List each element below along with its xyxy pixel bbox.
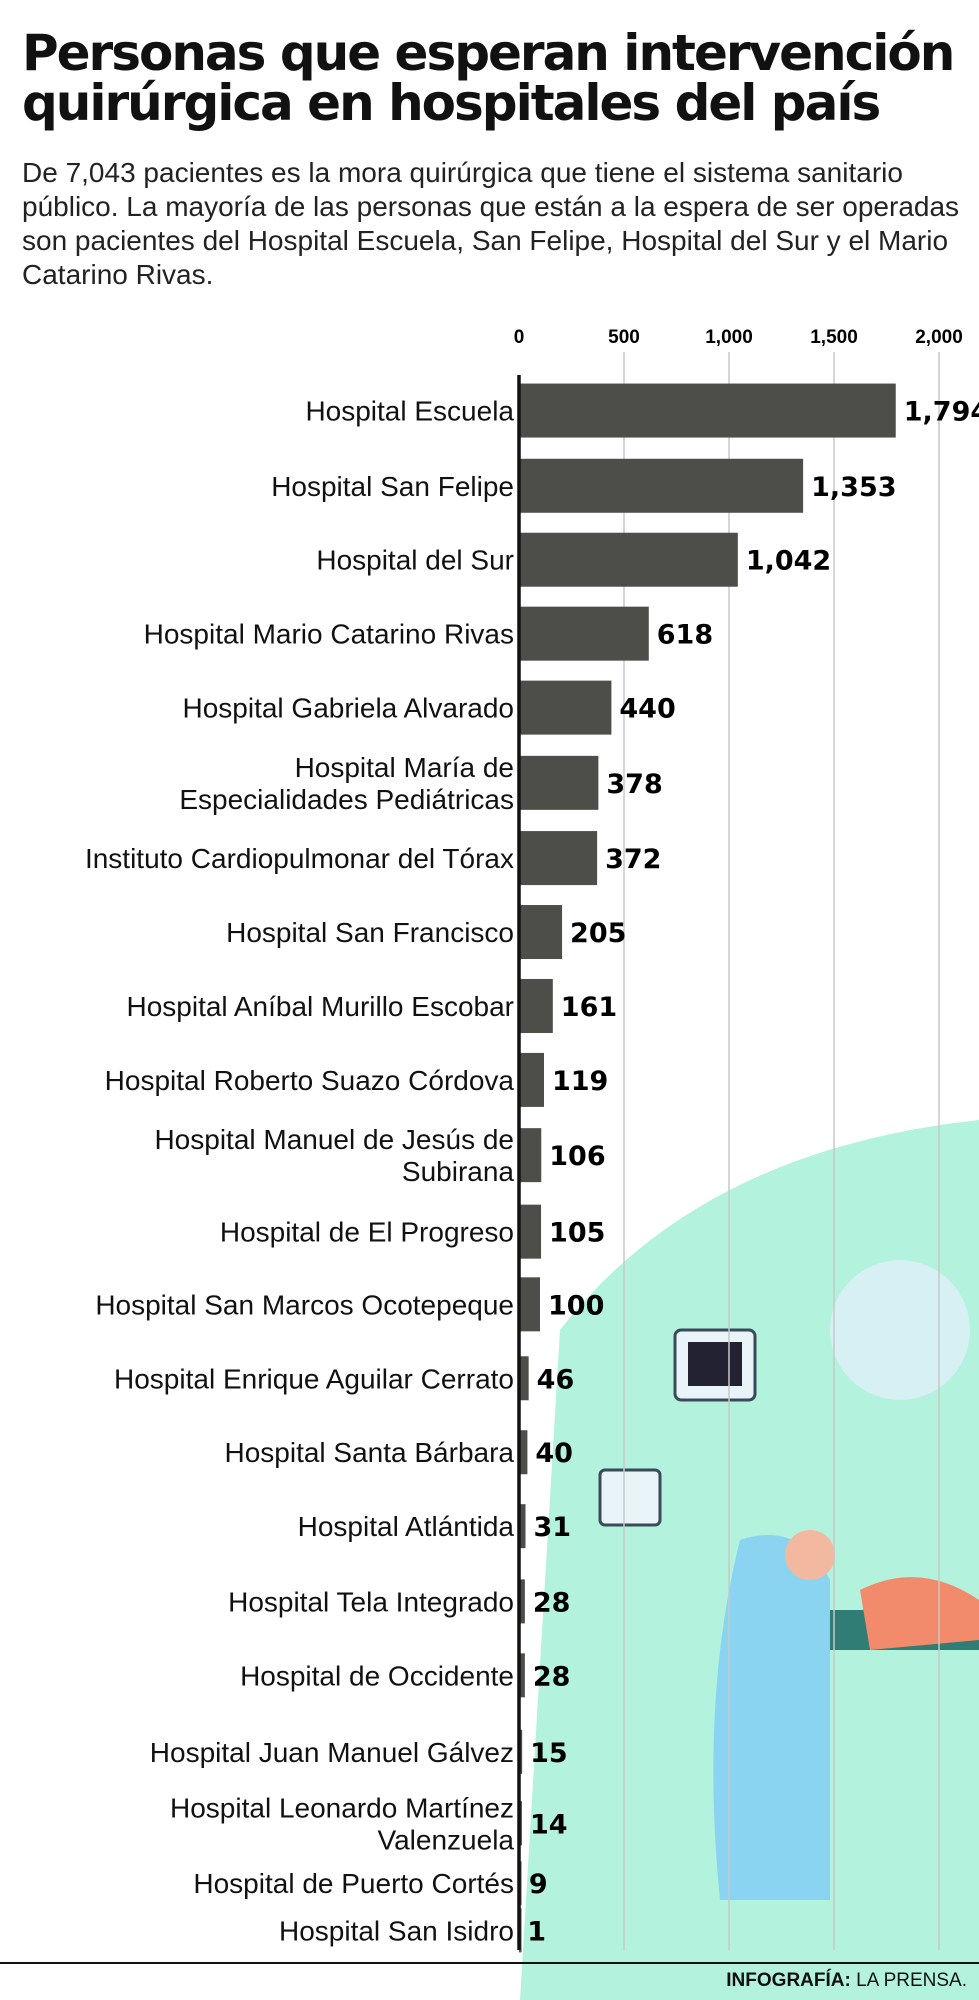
category-label: Hospital San Isidro (279, 1915, 514, 1946)
credit-label: INFOGRAFÍA: (726, 1970, 851, 1991)
value-label: 31 (534, 1512, 572, 1543)
value-label: 1,794 (904, 397, 979, 428)
category-label: Hospital Manuel de Jesús de (154, 1124, 514, 1155)
category-label: Instituto Cardiopulmonar del Tórax (85, 843, 514, 874)
category-label: Hospital Aníbal Murillo Escobar (126, 991, 514, 1022)
credit: INFOGRAFÍA: LA PRENSA. (726, 1970, 967, 1992)
bar (519, 383, 896, 438)
bar (519, 755, 599, 810)
value-label: 15 (530, 1738, 568, 1769)
value-label: 40 (535, 1438, 573, 1469)
footer-divider (0, 1962, 979, 1964)
tick-label: 1,000 (705, 327, 753, 348)
tick-label: 1,500 (810, 327, 858, 348)
bar (519, 978, 553, 1033)
category-label: Valenzuela (378, 1824, 515, 1855)
category-label: Hospital San Francisco (226, 917, 514, 948)
category-label: Hospital Escuela (305, 396, 514, 427)
bar (519, 1653, 525, 1698)
category-label: Hospital Leonardo Martínez (170, 1792, 514, 1823)
category-label: Hospital Gabriela Alvarado (182, 693, 514, 724)
chart-title: Personas que esperan intervención quirúr… (22, 24, 955, 132)
bar (519, 606, 649, 661)
tick-label: 2,000 (915, 327, 963, 348)
value-label: 105 (549, 1218, 605, 1249)
category-label: Hospital San Felipe (271, 471, 514, 502)
category-label: Hospital Tela Integrado (228, 1586, 514, 1617)
category-label: Hospital Atlántida (298, 1511, 515, 1542)
category-label: Hospital del Sur (316, 545, 514, 576)
category-label: Hospital de El Progreso (220, 1217, 514, 1248)
bar (519, 1504, 526, 1549)
category-label: Hospital de Puerto Cortés (193, 1868, 514, 1899)
credit-source: LA PRENSA. (856, 1970, 967, 1991)
category-label: Hospital Juan Manuel Gálvez (150, 1737, 514, 1768)
bar (519, 1579, 525, 1624)
value-label: 205 (570, 918, 626, 949)
value-label: 14 (530, 1809, 568, 1840)
category-label: Hospital Enrique Aguilar Cerrato (114, 1363, 514, 1394)
tick-label: 500 (608, 327, 640, 348)
chart-subtitle: De 7,043 pacientes es la mora quirúrgica… (22, 157, 960, 290)
value-label: 28 (533, 1661, 571, 1692)
category-label: Subirana (402, 1156, 515, 1187)
value-label: 618 (657, 620, 713, 651)
bar (519, 680, 612, 735)
value-label: 28 (533, 1587, 571, 1618)
bar (519, 532, 738, 587)
value-label: 161 (561, 992, 617, 1023)
bar (519, 1128, 542, 1183)
category-label: Hospital María de (295, 752, 514, 783)
category-label: Hospital Santa Bárbara (224, 1437, 514, 1468)
category-label: Especialidades Pediátricas (179, 784, 514, 815)
category-label: Hospital de Occidente (240, 1660, 514, 1691)
value-label: 9 (529, 1869, 548, 1900)
bar (519, 1204, 542, 1259)
bar (519, 1052, 544, 1107)
value-label: 440 (619, 694, 675, 725)
category-label: Hospital Mario Catarino Rivas (144, 619, 514, 650)
category-label: Hospital San Marcos Ocotepeque (95, 1289, 514, 1320)
value-label: 46 (537, 1364, 575, 1395)
value-label: 106 (549, 1141, 605, 1172)
value-label: 1,353 (811, 472, 896, 503)
value-label: 119 (552, 1066, 608, 1097)
value-label: 1 (527, 1916, 546, 1947)
bar (519, 905, 563, 960)
tick-label: 0 (514, 327, 525, 348)
value-label: 100 (548, 1290, 604, 1321)
value-label: 1,042 (746, 546, 831, 577)
category-label: Hospital Roberto Suazo Córdova (105, 1065, 515, 1096)
bar (519, 1430, 528, 1475)
value-label: 378 (606, 769, 662, 800)
bar (519, 458, 804, 513)
bar (519, 1356, 529, 1401)
bar (519, 831, 598, 886)
value-label: 372 (605, 844, 661, 875)
bar (519, 1277, 540, 1332)
